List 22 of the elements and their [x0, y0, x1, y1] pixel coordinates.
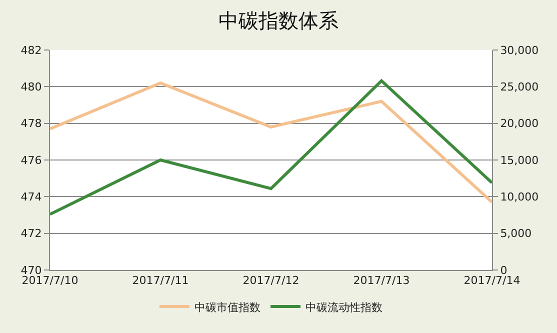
- legend-label: 中碳流动性指数: [306, 300, 382, 314]
- y-tick-label: 470: [20, 264, 42, 277]
- y-tick-label: 478: [20, 117, 42, 130]
- y2-tick-label: 5,000: [500, 227, 532, 240]
- x-tick-label: 2017/7/14: [464, 274, 520, 288]
- y2-tick-label: 30,000: [500, 44, 539, 57]
- x-tick-label: 2017/7/10: [22, 274, 78, 288]
- y2-tick-label: 15,000: [500, 154, 539, 167]
- chart-title: 中碳指数体系: [218, 8, 338, 32]
- y-tick-label: 472: [20, 227, 42, 240]
- x-tick-label: 2017/7/12: [242, 274, 300, 288]
- x-tick-label: 2017/7/13: [353, 274, 410, 288]
- y-tick-label: 474: [20, 190, 42, 204]
- y-tick-label: 476: [20, 154, 42, 167]
- legend-label: 中碳市值指数: [194, 300, 260, 314]
- y2-tick-label: 25,000: [500, 80, 539, 94]
- x-tick-label: 2017/7/11: [132, 274, 189, 288]
- y2-tick-label: 0: [500, 264, 508, 277]
- y2-tick-label: 20,000: [500, 117, 539, 130]
- y-tick-label: 482: [20, 44, 42, 57]
- y-tick-label: 480: [20, 80, 42, 94]
- y2-tick-label: 10,000: [500, 190, 539, 204]
